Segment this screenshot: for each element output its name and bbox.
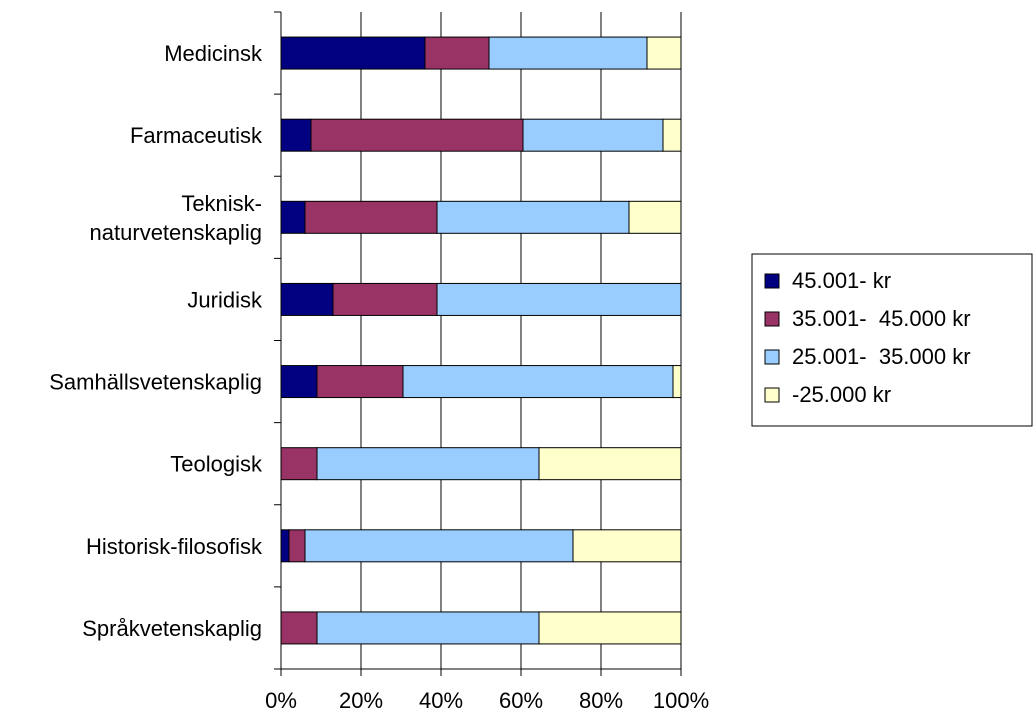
- category-label: Teologisk: [170, 452, 263, 477]
- bar-segment-medicinsk-series-3: [488, 36, 648, 70]
- gridlines: [360, 12, 682, 669]
- bar-segment-juridisk-series-2: [332, 282, 438, 316]
- bar-segment-teologisk-series-3: [316, 447, 540, 481]
- x-tick-labels: 0% 20% 40% 60% 80% 100%: [265, 688, 709, 713]
- bars: [280, 36, 682, 645]
- legend-label: 25.001- 35.000 kr: [792, 344, 971, 369]
- category-label: Farmaceutisk: [130, 123, 263, 148]
- x-tick-label: 0%: [265, 688, 297, 713]
- category-label: Språkvetenskaplig: [82, 616, 262, 641]
- bar-segment-teologisk-series-2: [280, 447, 318, 481]
- bar-segment-samhällsvetenskaplig-series-2: [316, 365, 404, 399]
- bar-segment-historisk-filosofisk-series-3: [304, 529, 574, 563]
- bar-segment-historisk-filosofisk-series-4: [572, 529, 682, 563]
- legend-label: 45.001- kr: [792, 268, 891, 293]
- bar-segment-medicinsk-series-1: [280, 36, 426, 70]
- legend-swatch: [764, 387, 780, 403]
- x-tick-label: 100%: [653, 688, 709, 713]
- bar-segment-teknisk-naturvetenskaplig-series-3: [436, 200, 630, 234]
- x-tick-label: 40%: [419, 688, 463, 713]
- legend: 45.001- kr 35.001- 45.000 kr 25.001- 35.00…: [751, 253, 1033, 427]
- bar-segment-teknisk-naturvetenskaplig-series-4: [628, 200, 682, 234]
- category-label: Samhällsvetenskaplig: [49, 370, 262, 395]
- bar-segment-farmaceutisk-series-2: [310, 118, 524, 152]
- legend-swatch: [764, 349, 780, 365]
- bar-segment-språkvetenskaplig-series-3: [316, 611, 540, 645]
- bar-segment-teknisk-naturvetenskaplig-series-1: [280, 200, 306, 234]
- bar-segment-farmaceutisk-series-4: [662, 118, 682, 152]
- x-tick-label: 80%: [579, 688, 623, 713]
- bar-segment-juridisk-series-3: [436, 282, 682, 316]
- bar-segment-teknisk-naturvetenskaplig-series-2: [304, 200, 438, 234]
- axes: [274, 11, 682, 676]
- legend-box: [751, 253, 1033, 427]
- bar-segment-språkvetenskaplig-series-4: [538, 611, 682, 645]
- bar-segment-teologisk-series-4: [538, 447, 682, 481]
- category-label: Medicinsk: [164, 41, 263, 66]
- legend-swatch: [764, 311, 780, 327]
- legend-swatch: [764, 273, 780, 289]
- bar-segment-samhällsvetenskaplig-series-3: [402, 365, 674, 399]
- bar-segment-språkvetenskaplig-series-2: [280, 611, 318, 645]
- bar-segment-medicinsk-series-4: [646, 36, 682, 70]
- bar-segment-samhällsvetenskaplig-series-1: [280, 365, 318, 399]
- category-label: Historisk-filosofisk: [86, 534, 263, 559]
- bar-segment-farmaceutisk-series-3: [522, 118, 664, 152]
- bar-segment-historisk-filosofisk-series-1: [280, 529, 290, 563]
- legend-label: -25.000 kr: [792, 382, 891, 407]
- bar-segment-medicinsk-series-2: [424, 36, 490, 70]
- bar-segment-historisk-filosofisk-series-2: [288, 529, 306, 563]
- bar-segment-farmaceutisk-series-1: [280, 118, 312, 152]
- bar-segment-juridisk-series-1: [280, 282, 334, 316]
- category-label: Teknisk-naturvetenskaplig: [90, 191, 262, 245]
- category-labels: Medicinsk Farmaceutisk Teknisk-naturvetens…: [49, 41, 263, 641]
- x-tick-label: 60%: [499, 688, 543, 713]
- bar-segment-samhällsvetenskaplig-series-4: [672, 365, 682, 399]
- x-tick-label: 20%: [339, 688, 383, 713]
- legend-label: 35.001- 45.000 kr: [792, 306, 971, 331]
- category-label: Juridisk: [187, 287, 263, 312]
